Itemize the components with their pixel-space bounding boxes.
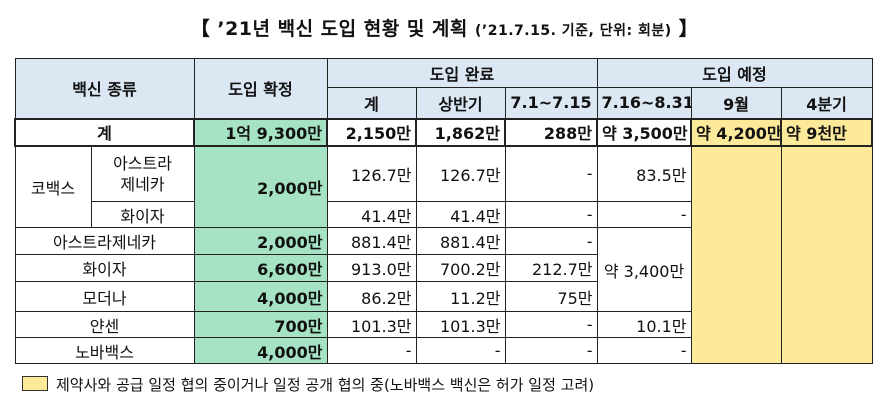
janssen-jul-aug: 10.1만: [596, 311, 692, 338]
header-september: 9월: [690, 87, 782, 119]
pfizer-confirmed: 6,600만: [193, 254, 328, 282]
pfizer-label: 화이자: [14, 254, 195, 282]
az-confirmed: 2,000만: [193, 227, 328, 255]
header-sum: 계: [326, 87, 417, 119]
pfizer-sum: 913.0만: [326, 254, 417, 282]
covax-label: 코백스: [14, 145, 92, 228]
moderna-label: 모더나: [14, 281, 195, 312]
janssen-first-half: 101.3만: [415, 311, 506, 338]
total-label: 계: [13, 117, 196, 147]
covax-az-sum: 126.7만: [326, 145, 417, 202]
covax-az-label: 아스트라 제네카: [90, 145, 195, 202]
legend: 제약사와 공급 일정 협의 중이거나 일정 공개 협의 중(노바백스 백신은 허…: [22, 374, 594, 395]
novavax-jul: -: [504, 337, 598, 364]
pfizer-moderna-jul-aug: 약 3,400만: [596, 227, 692, 312]
covax-az-jul-aug: 83.5만: [596, 145, 692, 202]
page-title: 【 ’21년 백신 도입 현황 및 계획 (’21.7.15. 기준, 단위: …: [0, 14, 889, 41]
janssen-confirmed: 700만: [193, 311, 328, 338]
header-confirmed: 도입 확정: [193, 58, 328, 119]
covax-pfizer-jul: -: [504, 201, 598, 228]
table-row-moderna: 모더나 4,000만 86.2만 11.2만 75만: [14, 281, 872, 312]
table-row-total: 계 1억 9,300만 2,150만 1,862만 288만 약 3,500만 …: [13, 117, 874, 147]
moderna-confirmed: 4,000만: [193, 281, 328, 312]
pfizer-jul: 212.7만: [504, 254, 598, 282]
covax-pfizer-first-half: 41.4만: [415, 201, 506, 228]
az-label: 아스트라제네카: [14, 227, 195, 255]
az-first-half: 881.4만: [415, 227, 506, 255]
total-sep: 약 4,200만: [690, 117, 783, 147]
header-completed: 도입 완료: [326, 58, 598, 88]
header-first-half: 상반기: [415, 87, 506, 119]
total-jul: 288만: [504, 117, 599, 147]
covax-pfizer-sum: 41.4만: [326, 201, 417, 228]
janssen-sum: 101.3만: [326, 311, 417, 338]
header-jul16-aug31: 7.16~8.31: [596, 87, 692, 119]
header-vaccine-type: 백신 종류: [14, 58, 195, 119]
total-confirmed: 1억 9,300만: [193, 117, 329, 147]
sep-pending: [690, 145, 782, 364]
total-q4: 약 9천만: [780, 117, 874, 147]
header-jul1-15: 7.1~7.15: [504, 87, 598, 119]
novavax-label: 노바백스: [14, 337, 195, 364]
total-jul-aug: 약 3,500만: [596, 117, 693, 147]
title-main: 【 ’21년 백신 도입 현황 및 계획: [190, 18, 468, 40]
moderna-jul: 75만: [504, 281, 598, 312]
covax-pfizer-jul-aug: -: [596, 201, 692, 228]
moderna-first-half: 11.2만: [415, 281, 506, 312]
total-first-half: 1,862만: [415, 117, 507, 147]
janssen-jul: -: [504, 311, 598, 338]
novavax-jul-aug: -: [596, 337, 692, 364]
az-sum: 881.4만: [326, 227, 417, 255]
moderna-sum: 86.2만: [326, 281, 417, 312]
table-row-novavax: 노바백스 4,000만 - - - -: [14, 337, 872, 364]
table-row-covax-az: 코백스 아스트라 제네카 2,000만 126.7만 126.7만 - 83.5…: [14, 145, 873, 364]
legend-swatch: [22, 376, 48, 391]
covax-az-first-half: 126.7만: [415, 145, 506, 202]
covax-pfizer-label: 화이자: [90, 201, 195, 228]
novavax-confirmed: 4,000만: [193, 337, 328, 364]
total-sum: 2,150만: [326, 117, 418, 147]
novavax-sum: -: [326, 337, 417, 364]
table-row-covax-pfizer: 화이자 41.4만 41.4만 - -: [15, 201, 872, 228]
covax-confirmed: 2,000만: [193, 145, 328, 228]
header-q4: 4분기: [780, 87, 873, 119]
covax-az-jul: -: [504, 145, 598, 202]
legend-text: 제약사와 공급 일정 협의 중이거나 일정 공개 협의 중(노바백스 백신은 허…: [56, 376, 595, 394]
novavax-first-half: -: [415, 337, 506, 364]
title-end: 】: [678, 18, 699, 40]
title-sub: (’21.7.15. 기준, 단위: 회분): [475, 23, 672, 39]
az-jul: -: [504, 227, 598, 255]
pfizer-first-half: 700.2만: [415, 254, 506, 282]
table-row-az: 아스트라제네카 2,000만 881.4만 881.4만 - 약 3,400만: [14, 227, 872, 312]
vaccine-table: 백신 종류 도입 확정 도입 완료 도입 예정 계 상반기 7.1~7.15 7…: [13, 58, 874, 364]
q4-pending: [780, 145, 873, 364]
header-planned: 도입 예정: [596, 58, 873, 88]
janssen-label: 얀센: [14, 311, 195, 338]
table-row-pfizer: 화이자 6,600만 913.0만 700.2만 212.7만: [14, 254, 872, 282]
